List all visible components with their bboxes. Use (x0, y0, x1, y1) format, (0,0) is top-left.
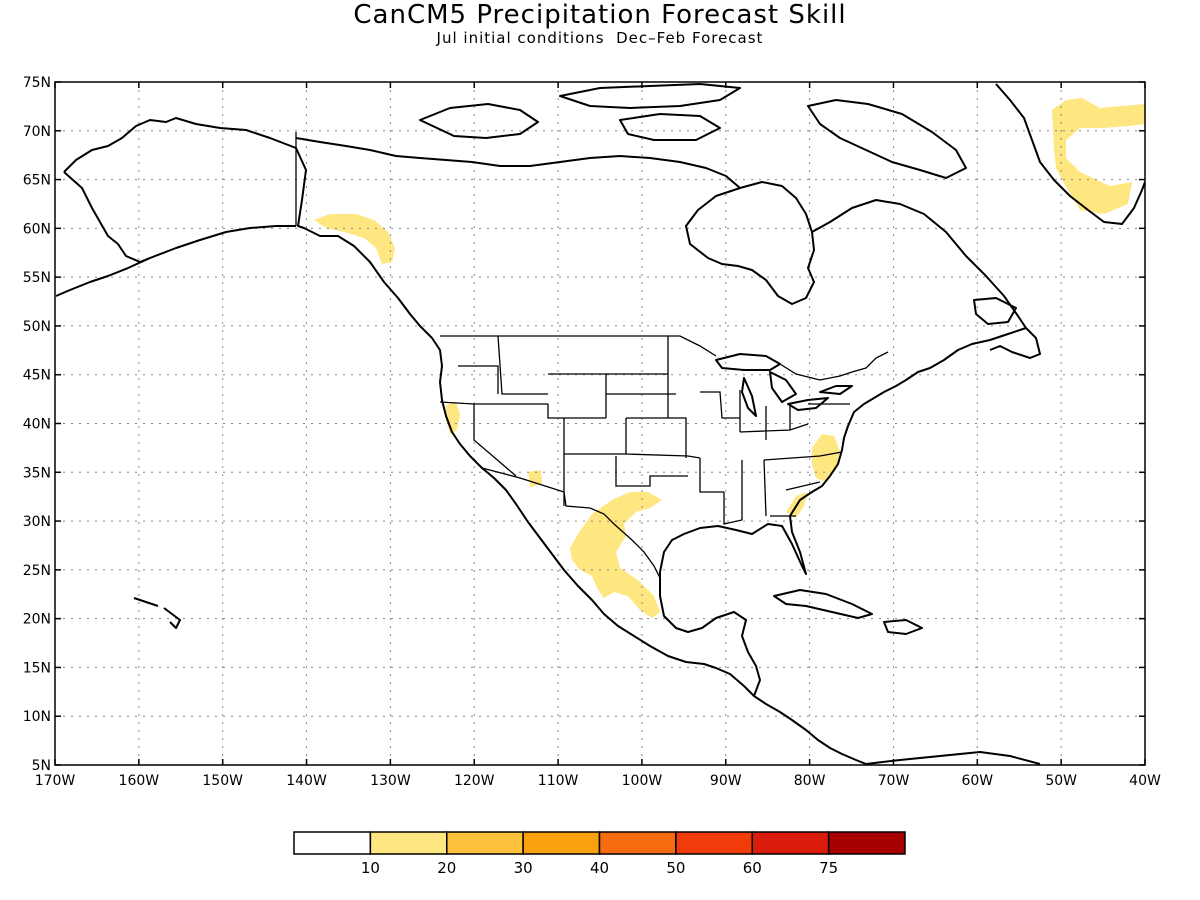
shade-southern-alaska (314, 214, 395, 264)
colorbar-label: 20 (437, 859, 456, 877)
shade-arizona (528, 470, 542, 487)
lon-tick-label: 100W (622, 773, 663, 789)
lon-tick-label: 140W (286, 773, 327, 789)
lat-tick-label: 15N (23, 660, 51, 676)
lat-tick-label: 65N (23, 173, 51, 189)
lat-tick-label: 40N (23, 417, 51, 433)
colorbar-label: 30 (514, 859, 533, 877)
chart-subtitle: Jul initial conditions Dec–Feb Forecast (436, 29, 764, 47)
lon-tick-label: 160W (119, 773, 160, 789)
lon-tick-label: 80W (794, 773, 826, 789)
colorbar-swatch (446, 831, 524, 855)
colorbar-label: 75 (819, 859, 838, 877)
colorbar-swatch (751, 831, 830, 855)
lat-tick-label: 25N (23, 563, 51, 579)
coast-great-lakes (715, 353, 853, 417)
lat-tick-label: 5N (32, 758, 51, 774)
skill-shading (314, 98, 1145, 618)
lon-tick-label: 60W (961, 773, 993, 789)
lon-tick-label: 90W (710, 773, 742, 789)
shade-california (446, 402, 460, 434)
colorbar-label: 10 (361, 859, 380, 877)
lon-tick-label: 40W (1129, 773, 1161, 789)
lon-tick-label: 150W (202, 773, 243, 789)
lat-tick-label: 75N (23, 75, 51, 91)
coast-hudson-bay (685, 181, 815, 305)
lon-tick-label: 130W (370, 773, 411, 789)
lat-tick-label: 10N (23, 709, 51, 725)
colorbar-swatch (827, 831, 906, 855)
lon-tick-label: 170W (35, 773, 76, 789)
lon-tick-label: 50W (1045, 773, 1077, 789)
coast-greenland (995, 83, 1145, 225)
map-graticule (55, 82, 1145, 765)
colorbar-label: 60 (743, 859, 762, 877)
border-us-mexico (481, 467, 661, 579)
coast-banks-island (619, 113, 721, 141)
lat-tick-label: 70N (23, 124, 51, 140)
shade-greenland-east (1052, 98, 1145, 214)
lat-tick-label: 30N (23, 514, 51, 530)
border-us-canada (440, 335, 889, 381)
state-borders (439, 335, 850, 525)
colorbar-label: 40 (590, 859, 609, 877)
lat-tick-label: 35N (23, 465, 51, 481)
colorbar-swatch (369, 831, 448, 855)
shade-virginia-carolina (812, 434, 840, 482)
coast-pacific (63, 117, 867, 765)
coast-newfoundland (973, 297, 1017, 325)
lat-tick-label: 50N (23, 319, 51, 335)
colorbar: 10 20 30 40 50 60 75 (293, 831, 906, 877)
coast-gulf-atlantic (659, 327, 1041, 765)
lat-tick-label: 55N (23, 270, 51, 286)
coast-victoria-island (419, 103, 539, 139)
lon-tick-label: 70W (878, 773, 910, 789)
colorbar-swatch (675, 831, 753, 855)
lat-tick-label: 20N (23, 612, 51, 628)
coast-ellesmere (559, 83, 741, 109)
colorbar-swatch (293, 831, 372, 855)
colorbar-swatch (598, 831, 677, 855)
colorbar-label: 50 (666, 859, 685, 877)
coast-alaska-west (63, 171, 151, 263)
colorbar-swatch (522, 831, 601, 855)
political-borders (295, 132, 889, 579)
lon-tick-label: 120W (454, 773, 495, 789)
coast-hispaniola (883, 619, 923, 635)
lat-tick-label: 60N (23, 221, 51, 237)
coast-arctic (295, 137, 741, 189)
lat-tick-label: 45N (23, 368, 51, 384)
shade-northern-mexico (570, 492, 662, 618)
map-axes: 5N 10N 15N 20N 25N 30N 35N 40N 45N 50N 55N 60N 65N 70… (23, 75, 1161, 789)
coast-alaska-south (55, 225, 296, 297)
coastlines (55, 83, 1145, 765)
coast-baffin (807, 99, 967, 179)
chart-title: CanCM5 Precipitation Forecast Skill (353, 0, 847, 30)
coast-cuba (773, 589, 873, 619)
coast-labrador (811, 199, 1027, 329)
coast-hawaii (133, 597, 181, 629)
lon-tick-label: 110W (538, 773, 579, 789)
